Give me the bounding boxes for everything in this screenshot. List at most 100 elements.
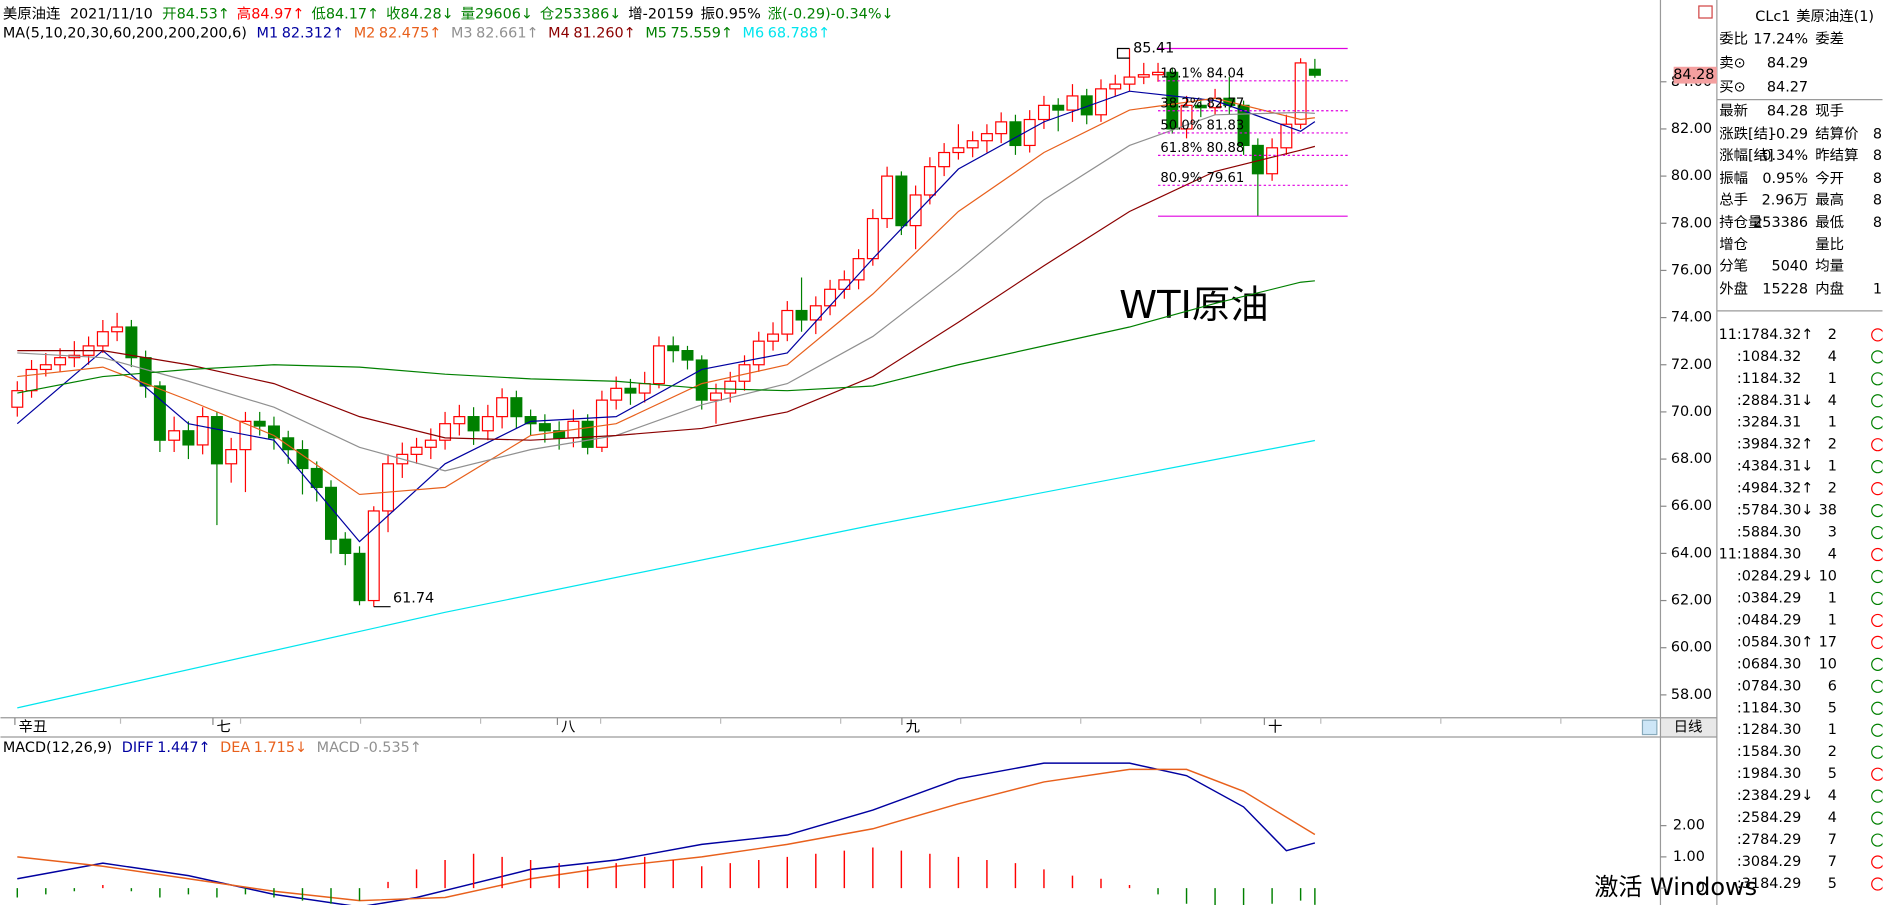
trade-flag bbox=[1871, 328, 1883, 342]
scroll-button[interactable] bbox=[1641, 719, 1658, 736]
macd-legend: MACD(12,26,9) DIFF 1.447↑ DEA 1.715↓ MACD -0.5… bbox=[3, 740, 422, 756]
trade-time: :19 bbox=[1737, 766, 1760, 782]
candle-body bbox=[724, 380, 737, 394]
trade-price: 84.30 bbox=[1760, 678, 1801, 694]
candle-body bbox=[695, 359, 708, 401]
candle-body bbox=[1137, 74, 1150, 78]
candle-body bbox=[838, 279, 851, 290]
x-tick-label: 九 bbox=[905, 718, 920, 735]
field-value: 8 bbox=[1873, 148, 1882, 164]
macd-plot bbox=[16, 762, 1316, 905]
field-label: 分笔 bbox=[1719, 257, 1748, 274]
trade-price: 84.30 bbox=[1760, 656, 1801, 672]
x-tick-label: 辛丑 bbox=[18, 718, 47, 735]
fib-label: 50.0% 81.83 bbox=[1160, 119, 1244, 134]
macd-title: MACD(12,26,9) bbox=[3, 740, 112, 756]
candle-body bbox=[538, 423, 551, 432]
trade-flag bbox=[1871, 503, 1883, 518]
trade-time: :43 bbox=[1737, 459, 1760, 475]
trade-flag bbox=[1871, 767, 1883, 781]
candle-body bbox=[111, 326, 124, 333]
candle-body bbox=[767, 333, 780, 342]
trade-time: :27 bbox=[1737, 832, 1760, 848]
trade-flag bbox=[1871, 394, 1883, 408]
macd-line bbox=[17, 762, 1316, 905]
amplitude: 振0.95% bbox=[701, 5, 761, 22]
legend-value: 82.475↑ bbox=[379, 26, 441, 42]
trade-price: 84.29 bbox=[1760, 810, 1801, 826]
y-tick-label: 0 bbox=[1696, 880, 1705, 896]
trade-flag bbox=[1871, 635, 1883, 649]
trade-price: 84.30 bbox=[1760, 722, 1801, 738]
x-tick-label: 十 bbox=[1268, 718, 1282, 735]
last-price-label: 84.28 bbox=[1673, 67, 1714, 83]
candle-body bbox=[125, 326, 138, 359]
candle-body bbox=[267, 425, 280, 439]
code: CLc1 bbox=[1755, 9, 1790, 25]
candle-body bbox=[367, 510, 380, 602]
trade-time: :49 bbox=[1737, 481, 1760, 497]
y-tick-label: 74.00 bbox=[1671, 310, 1712, 326]
trade-price: 84.30 bbox=[1760, 525, 1801, 541]
period-box[interactable] bbox=[1660, 717, 1717, 737]
y-tick-label: 66.00 bbox=[1671, 498, 1712, 514]
y-tick-label: 78.00 bbox=[1671, 215, 1712, 231]
trade-flag bbox=[1871, 877, 1883, 891]
trade-price: 84.30 bbox=[1760, 700, 1801, 716]
trade-time: :30 bbox=[1737, 854, 1760, 870]
legend-value: 75.559↑ bbox=[671, 26, 733, 42]
price-plot bbox=[11, 48, 1321, 709]
high-label: 85.41 bbox=[1133, 41, 1174, 57]
candle-body bbox=[852, 258, 865, 281]
candle-body bbox=[909, 194, 922, 227]
y-tick-label: 58.00 bbox=[1671, 687, 1712, 703]
candle-body bbox=[1280, 123, 1293, 149]
trade-volume: 1 bbox=[1828, 590, 1837, 606]
ma-line bbox=[17, 439, 1315, 709]
candle-body bbox=[966, 140, 979, 149]
candle-body bbox=[282, 437, 295, 451]
trade-price: 84.29↓ bbox=[1760, 788, 1813, 804]
trade-time: :03 bbox=[1737, 590, 1760, 606]
legend-value: 68.788↑ bbox=[768, 26, 830, 42]
trade-price: 84.32↑ bbox=[1760, 327, 1813, 343]
high-pointer bbox=[1116, 47, 1130, 59]
candle-body bbox=[595, 399, 608, 448]
trade-price: 84.29 bbox=[1760, 854, 1801, 870]
legend-name: M2 bbox=[354, 26, 376, 42]
trade-price: 84.29 bbox=[1760, 590, 1801, 606]
field-value: 8 bbox=[1873, 192, 1882, 208]
trade-volume: 5 bbox=[1828, 766, 1837, 782]
window-icon[interactable] bbox=[1698, 5, 1713, 19]
candle-body bbox=[881, 175, 894, 220]
period[interactable]: 日线 bbox=[1674, 718, 1703, 735]
candle-body bbox=[667, 345, 680, 352]
trade-price: 84.32↑ bbox=[1760, 437, 1813, 453]
trade-volume: 1 bbox=[1828, 415, 1837, 431]
trade-volume: 3 bbox=[1828, 525, 1837, 541]
trade-price: 84.30 bbox=[1760, 547, 1801, 563]
trade-volume: 1 bbox=[1828, 459, 1837, 475]
trade-time: :06 bbox=[1737, 656, 1760, 672]
trade-time: :11 bbox=[1737, 371, 1760, 387]
field-label: 今开 bbox=[1815, 170, 1844, 187]
trade-flag bbox=[1871, 547, 1883, 562]
y-tick-label: 2.00 bbox=[1673, 818, 1705, 834]
field-value: 8 bbox=[1873, 215, 1882, 231]
trade-volume: 2 bbox=[1828, 744, 1837, 760]
legend-name: DIFF bbox=[122, 740, 154, 756]
x-tick-label: 八 bbox=[561, 719, 575, 735]
trade-flag bbox=[1871, 701, 1883, 715]
open: 开84.53↑ bbox=[162, 6, 230, 22]
trade-time: :15 bbox=[1737, 744, 1760, 760]
trade-flag bbox=[1871, 789, 1883, 803]
trade-price: 84.30 bbox=[1760, 744, 1801, 760]
candle-body bbox=[1123, 76, 1136, 85]
field-label: 涨幅[结] bbox=[1719, 147, 1773, 164]
candle-body bbox=[524, 416, 537, 425]
trade-price: 84.29↓ bbox=[1760, 568, 1813, 584]
y-tick-label: 80.00 bbox=[1671, 168, 1712, 184]
